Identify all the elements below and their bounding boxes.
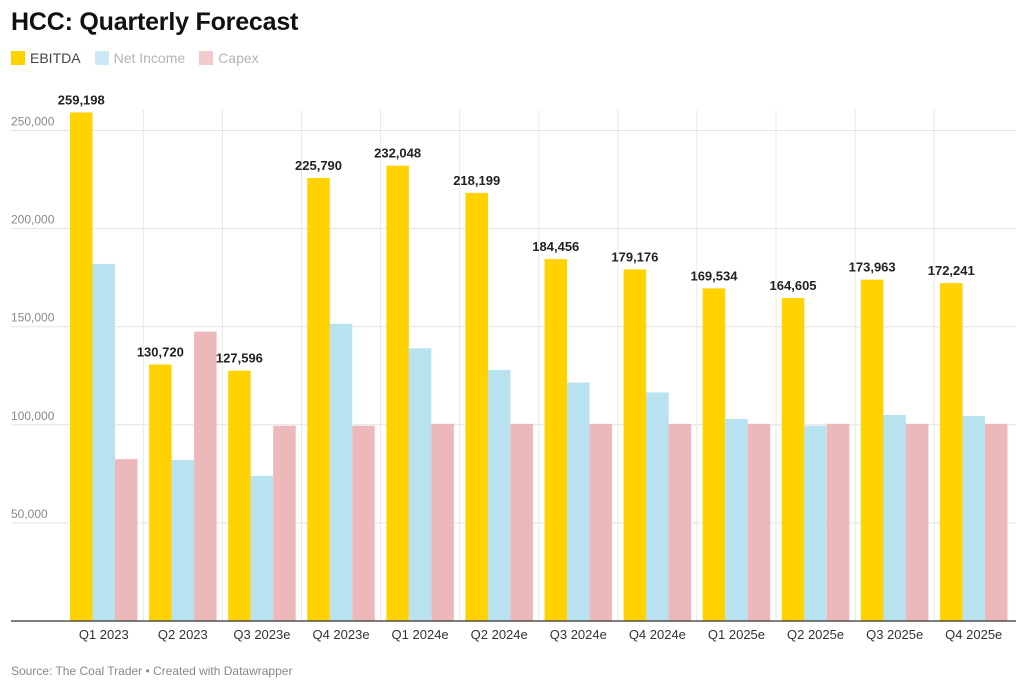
x-tick-label: Q4 2024e: [629, 627, 686, 642]
x-tick-label: Q2 2023: [158, 627, 208, 642]
data-label: 179,176: [611, 249, 658, 264]
data-label: 169,534: [690, 268, 738, 283]
source-note: Source: The Coal Trader • Created with D…: [11, 664, 293, 678]
bar-ebitda-q4-2025e: [939, 283, 963, 621]
bar-capex-q4-2023e: [352, 425, 375, 621]
legend-label-net-income: Net Income: [113, 50, 186, 66]
bar-capex-q1-2025e: [747, 423, 771, 621]
bar-capex-q3-2023e: [273, 425, 296, 621]
bar-ebitda-q4-2024e: [623, 269, 647, 621]
bar-ebitda-q1-2024e: [386, 165, 409, 622]
y-tick-label: 200,000: [11, 213, 55, 227]
data-label: 259,198: [58, 92, 105, 107]
bar-net-income-q1-2025e: [725, 418, 748, 621]
bar-net-income-q2-2023: [171, 460, 195, 621]
y-tick-label: 100,000: [11, 409, 55, 423]
bar-capex-q1-2024e: [431, 423, 454, 621]
bar-ebitda-q3-2025e: [860, 279, 884, 621]
x-tick-label: Q4 2025e: [945, 627, 1002, 642]
x-tick-label: Q1 2025e: [708, 627, 765, 642]
data-label: 173,963: [849, 260, 896, 275]
bar-ebitda-q1-2025e: [702, 288, 726, 621]
y-tick-label: 50,000: [11, 507, 48, 521]
data-label: 172,241: [928, 263, 975, 278]
bar-net-income-q1-2023: [92, 263, 115, 621]
bar-capex-q3-2025e: [905, 423, 929, 621]
bar-capex-q3-2024e: [589, 423, 613, 621]
bar-net-income-q4-2025e: [962, 415, 985, 621]
legend-item-ebitda[interactable]: EBITDA: [11, 50, 81, 66]
x-tick-label: Q3 2024e: [550, 627, 607, 642]
data-label: 184,456: [532, 239, 579, 254]
legend-item-capex[interactable]: Capex: [199, 50, 259, 66]
bar-capex-q4-2025e: [984, 423, 1008, 621]
bar-ebitda-q2-2024e: [465, 192, 488, 621]
data-label: 164,605: [770, 278, 817, 293]
bar-net-income-q4-2024e: [646, 392, 669, 621]
bar-capex-q2-2025e: [826, 423, 850, 621]
bar-net-income-q2-2024e: [487, 369, 511, 621]
bar-ebitda-q2-2025e: [781, 298, 805, 621]
bar-ebitda-q4-2023e: [307, 178, 330, 622]
bar-net-income-q3-2024e: [567, 382, 590, 621]
x-tick-label: Q3 2023e: [233, 627, 290, 642]
bar-net-income-q2-2025e: [804, 425, 827, 621]
bar-ebitda-q3-2024e: [544, 259, 568, 621]
legend-swatch-capex: [199, 51, 214, 65]
data-label: 218,199: [453, 173, 500, 188]
bar-capex-q2-2024e: [510, 423, 533, 621]
bar-net-income-q3-2025e: [883, 414, 906, 621]
legend-item-net-income[interactable]: Net Income: [94, 50, 186, 66]
data-label: 232,048: [374, 146, 421, 161]
x-tick-label: Q2 2024e: [471, 627, 528, 642]
x-tick-label: Q1 2024e: [392, 627, 449, 642]
chart-title: HCC: Quarterly Forecast: [11, 8, 299, 36]
data-label: 130,720: [137, 345, 184, 360]
x-tick-label: Q3 2025e: [866, 627, 923, 642]
x-tick-label: Q4 2023e: [312, 627, 369, 642]
data-label: 127,596: [216, 351, 263, 366]
data-label: 225,790: [295, 158, 342, 173]
bar-net-income-q4-2023e: [329, 323, 353, 621]
x-tick-label: Q2 2025e: [787, 627, 844, 642]
bar-capex-q2-2023: [194, 331, 217, 621]
bar-ebitda-q1-2023: [70, 112, 93, 621]
y-tick-label: 150,000: [11, 311, 55, 325]
bar-ebitda-q3-2023e: [228, 370, 251, 621]
bar-ebitda-q2-2023: [149, 364, 172, 621]
x-tick-label: Q1 2023: [79, 627, 129, 642]
legend-swatch-net-income: [94, 51, 109, 65]
bar-capex-q4-2024e: [668, 423, 692, 621]
legend-swatch-ebitda: [11, 51, 25, 65]
bar-net-income-q3-2023e: [250, 475, 274, 621]
y-tick-label: 250,000: [11, 115, 55, 129]
legend-label-capex: Capex: [218, 50, 259, 66]
bar-net-income-q1-2024e: [408, 348, 432, 621]
legend-label-ebitda: EBITDA: [30, 50, 81, 66]
chart-legend: EBITDA Net Income Capex: [11, 50, 259, 66]
bar-capex-q1-2023: [115, 459, 138, 621]
